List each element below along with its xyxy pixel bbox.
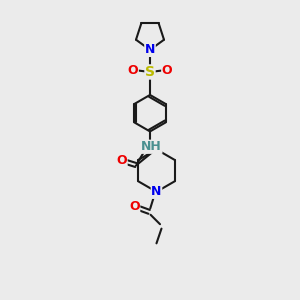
Text: O: O [162, 64, 172, 77]
Text: O: O [128, 64, 138, 77]
Text: NH: NH [141, 140, 162, 153]
Text: N: N [151, 185, 162, 198]
Text: O: O [129, 200, 140, 213]
Text: S: S [145, 65, 155, 79]
Text: O: O [116, 154, 127, 167]
Text: N: N [145, 44, 155, 56]
